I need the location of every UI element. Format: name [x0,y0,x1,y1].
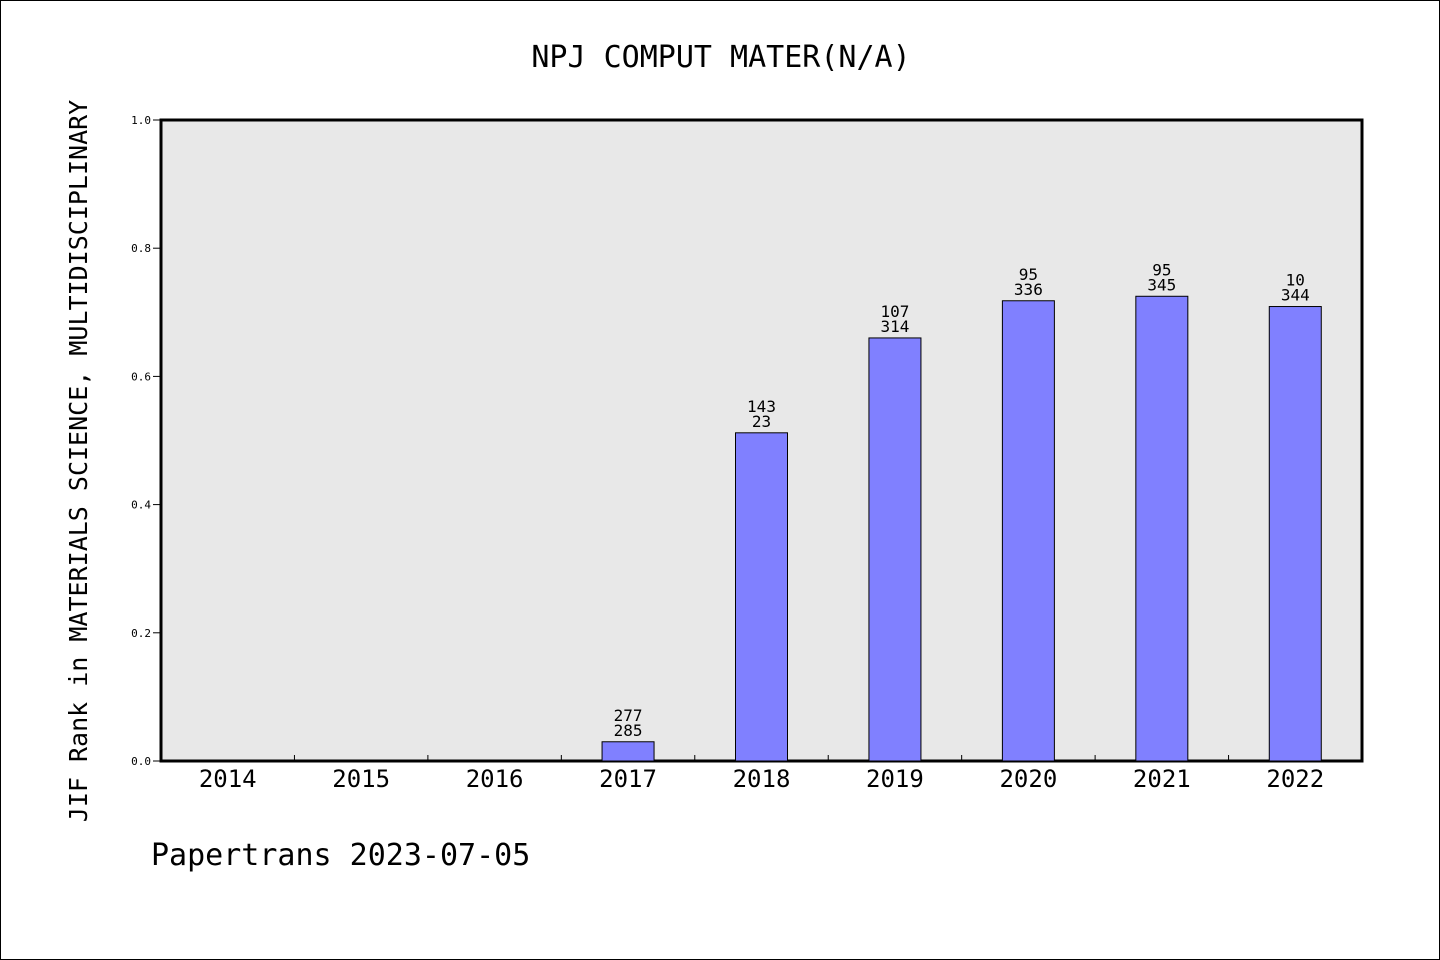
bar-2017 [601,741,655,762]
y-tick-label: 0.4 [131,499,151,512]
y-tick-label: 0.6 [131,370,151,383]
bar-label-top: 95 [1152,260,1171,279]
bar-label-top: 143 [747,397,776,416]
bar-label-bottom: 344 [1281,286,1310,305]
chart-title: NPJ COMPUT MATER(N/A) [531,40,910,75]
bar-label-bottom: 345 [1147,275,1176,294]
y-tick-label: 1.0 [131,114,151,127]
bar-2020 [1001,300,1055,762]
y-tick-label: 0.2 [131,627,151,640]
bar-label-top: 10 [1286,271,1305,290]
y-tick-label: 0.0 [131,755,151,768]
bar-2021 [1135,295,1189,762]
y-axis-label: JIF Rank in MATERIALS SCIENCE, MULTIDISC… [64,100,93,822]
y-axis: 0.0 0.2 0.4 0.6 0.8 1.0 [131,114,161,768]
x-tick-label: 2021 [1133,765,1191,793]
bar-label-bottom: 314 [880,317,909,336]
x-tick-label: 2018 [733,765,791,793]
x-tick-label: 2014 [199,765,257,793]
x-tick-label: 2020 [999,765,1057,793]
x-tick-label: 2017 [599,765,657,793]
bars [601,295,1322,762]
bar-2022 [1268,306,1322,762]
y-tick-label: 0.8 [131,242,151,255]
bar-label-bottom: 23 [752,412,771,431]
bar-2018 [735,432,788,762]
bar-label-bottom: 336 [1014,280,1043,299]
x-tick-label: 2022 [1266,765,1324,793]
bar-label-top: 95 [1019,265,1038,284]
x-tick-label: 2015 [332,765,390,793]
footer-text: Papertrans 2023-07-05 [151,838,530,873]
bar-label-bottom: 285 [614,721,643,740]
bar-label-top: 107 [880,302,909,321]
x-tick-label: 2019 [866,765,924,793]
x-tick-label: 2016 [466,765,524,793]
bar-2019 [868,337,922,762]
x-axis: 2014 2015 2016 2017 2018 2019 2020 2021 2022 [199,755,1324,793]
bar-label-top: 277 [614,706,643,725]
